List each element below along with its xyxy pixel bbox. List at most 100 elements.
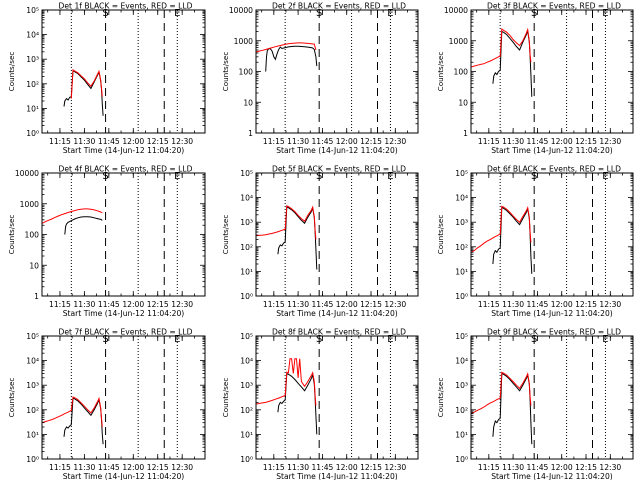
- marker-e: E: [387, 171, 393, 182]
- series-line-lld: [42, 396, 103, 428]
- y-tick-label: 10000: [229, 6, 253, 15]
- marker-s: S: [531, 334, 537, 345]
- series-line-events: [277, 206, 318, 270]
- x-tick-label: 11:15: [263, 463, 285, 472]
- x-axis-label: Start Time (14-Jun-12 11:04:20): [491, 309, 613, 318]
- y-tick-label: 10⁵: [240, 332, 253, 341]
- chart-title: Det 7f BLACK = Events, RED = LLD: [59, 328, 193, 337]
- x-tick-label: 12:00: [122, 300, 144, 309]
- series-line-lld: [70, 68, 103, 99]
- x-tick-label: 11:15: [478, 463, 500, 472]
- plot-frame: [255, 335, 419, 460]
- marker-e: E: [174, 171, 180, 182]
- marker-s: S: [531, 171, 537, 182]
- y-tick-label: 10¹: [26, 104, 39, 113]
- x-tick-label: 12:30: [171, 463, 193, 472]
- y-tick-label: 10³: [240, 381, 253, 390]
- chart-title: Det 6f BLACK = Events, RED = LLD: [487, 165, 621, 174]
- plot-frame: [255, 9, 419, 134]
- y-tick-label: 10⁵: [240, 169, 253, 178]
- x-axis-label: Start Time (14-Jun-12 11:04:20): [276, 309, 398, 318]
- x-tick-label: 12:30: [171, 300, 193, 309]
- y-tick-label: 10⁵: [455, 169, 468, 178]
- x-tick-label: 12:15: [147, 300, 169, 309]
- x-tick-label: 11:15: [263, 300, 285, 309]
- y-tick-label: 10²: [240, 406, 253, 415]
- y-tick-label: 10¹: [26, 430, 39, 439]
- y-tick-label: 10⁴: [455, 194, 468, 203]
- y-tick-label: 10: [243, 98, 253, 107]
- y-tick-label: 1000: [449, 37, 468, 46]
- x-tick-label: 12:30: [599, 300, 621, 309]
- y-tick-label: 100: [239, 68, 254, 77]
- x-tick-label: 11:15: [49, 463, 71, 472]
- y-tick-label: 1: [248, 129, 253, 138]
- y-axis-label: Counts/sec: [7, 52, 16, 92]
- y-axis-label: Counts/sec: [436, 378, 445, 418]
- y-tick-label: 10: [29, 261, 39, 270]
- y-tick-label: 10⁵: [26, 332, 39, 341]
- y-tick-label: 100: [454, 68, 469, 77]
- marker-s: S: [316, 334, 322, 345]
- y-tick-label: 10²: [455, 243, 468, 252]
- x-tick-label: 11:45: [98, 463, 120, 472]
- y-tick-label: 10⁰: [240, 292, 253, 301]
- marker-s: S: [531, 8, 537, 19]
- x-tick-label: 11:15: [478, 137, 500, 146]
- y-tick-label: 10: [458, 98, 468, 107]
- y-tick-label: 10³: [455, 218, 468, 227]
- y-tick-label: 1: [34, 292, 39, 301]
- y-tick-label: 10¹: [240, 267, 253, 276]
- marker-s: S: [316, 8, 322, 19]
- y-tick-label: 10²: [26, 80, 39, 89]
- plot-frame: [41, 335, 206, 460]
- chart-title: Det 8f BLACK = Events, RED = LLD: [272, 328, 406, 337]
- x-tick-label: 12:00: [336, 137, 358, 146]
- y-tick-label: 10³: [455, 381, 468, 390]
- marker-e: E: [174, 8, 180, 19]
- x-tick-label: 11:30: [73, 137, 95, 146]
- y-axis-label: Counts/sec: [436, 52, 445, 92]
- x-tick-label: 11:15: [49, 137, 71, 146]
- y-tick-label: 10¹: [240, 430, 253, 439]
- x-tick-label: 11:15: [478, 300, 500, 309]
- x-tick-label: 12:30: [599, 137, 621, 146]
- series-line-events: [64, 216, 103, 235]
- y-tick-label: 10⁴: [455, 357, 468, 366]
- y-tick-label: 10⁰: [455, 292, 468, 301]
- y-tick-label: 10²: [455, 406, 468, 415]
- y-tick-label: 10⁰: [240, 455, 253, 464]
- marker-s: S: [102, 8, 108, 19]
- y-axis-label: Counts/sec: [7, 378, 16, 418]
- y-tick-label: 10⁴: [240, 357, 253, 366]
- marker-s: S: [316, 171, 322, 182]
- x-tick-label: 12:30: [384, 300, 406, 309]
- x-tick-label: 12:15: [147, 137, 169, 146]
- y-tick-label: 10⁵: [455, 332, 468, 341]
- y-tick-label: 10⁰: [455, 455, 468, 464]
- series-line-events: [63, 69, 104, 116]
- y-tick-label: 1000: [234, 37, 253, 46]
- chart-title: Det 5f BLACK = Events, RED = LLD: [272, 165, 406, 174]
- series-line-lld: [471, 371, 532, 415]
- x-axis-label: Start Time (14-Jun-12 11:04:20): [276, 472, 398, 480]
- x-tick-label: 11:45: [526, 300, 548, 309]
- series-line-events: [265, 45, 318, 72]
- marker-e: E: [602, 334, 608, 345]
- y-tick-label: 10³: [240, 218, 253, 227]
- y-axis-label: Counts/sec: [7, 215, 16, 255]
- y-tick-label: 10¹: [455, 267, 468, 276]
- x-axis-label: Start Time (14-Jun-12 11:04:20): [63, 309, 185, 318]
- x-tick-label: 12:00: [551, 463, 573, 472]
- x-tick-label: 12:15: [360, 137, 382, 146]
- y-axis-label: Counts/sec: [221, 378, 230, 418]
- x-tick-label: 12:30: [171, 137, 193, 146]
- x-tick-label: 12:30: [384, 137, 406, 146]
- y-tick-label: 10³: [26, 381, 39, 390]
